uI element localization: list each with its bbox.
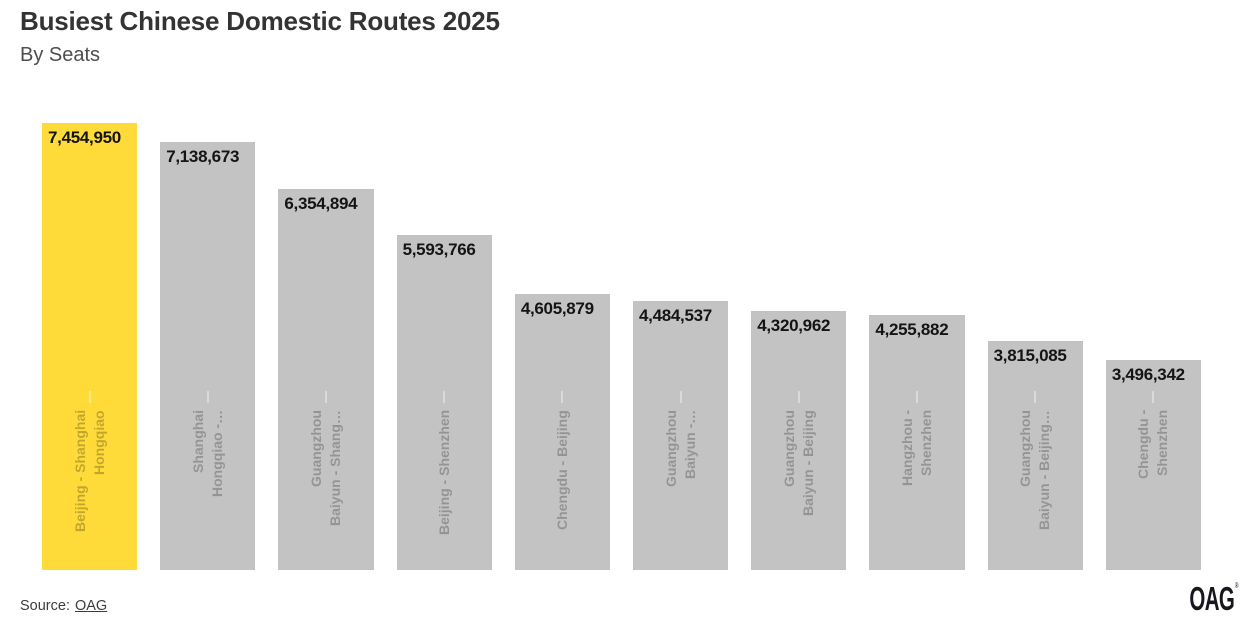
bar-7[interactable]: 4,320,962 Guangzhou Baiyun - Beijing [751, 310, 847, 570]
bar-1[interactable]: 7,454,950 Beijing - Shanghai Hongqiao [42, 123, 138, 570]
label-tick [1152, 391, 1155, 403]
bar-value-label: 5,593,766 [402, 239, 476, 259]
bar-category-label: Guangzhou Baiyun - Beijing [780, 410, 816, 516]
label-tick [443, 391, 446, 403]
bar-category-label: Shanghai Hongqiao -… [189, 410, 225, 498]
source-link[interactable]: OAG [74, 598, 108, 614]
chart-subtitle: By Seats [20, 44, 101, 66]
bar-value-label: 3,815,085 [993, 346, 1067, 366]
page-title: Busiest Chinese Domestic Routes 2025 [20, 6, 500, 36]
bar-category-label: Beijing - Shanghai Hongqiao [71, 410, 107, 533]
label-tick [797, 391, 800, 403]
bar-4[interactable]: 5,593,766 Beijing - Shenzhen [396, 234, 492, 570]
bar-value-label: 7,454,950 [48, 128, 121, 147]
bar-value-label: 4,255,882 [875, 319, 949, 339]
oag-logo: OAG ® [1189, 580, 1238, 618]
bar-value-label: 4,484,537 [639, 306, 712, 326]
label-tick [679, 391, 682, 403]
label-tick [88, 391, 91, 403]
bar-value-label: 3,496,342 [1111, 365, 1185, 385]
bar-8[interactable]: 4,255,882 Hangzhou - Shenzhen [869, 314, 965, 570]
bar-6[interactable]: 4,484,537 Guangzhou Baiyun -… [633, 301, 729, 570]
bar-9[interactable]: 3,815,085 Guangzhou Baiyun - Beijing… [987, 341, 1083, 570]
source-attribution: Source: OAG [20, 598, 107, 614]
bar-category-label: Guangzhou Baiyun -… [662, 410, 698, 487]
bar-value-label: 6,354,894 [284, 193, 358, 213]
bar-3[interactable]: 6,354,894 Guangzhou Baiyun - Shang… [278, 188, 374, 570]
oag-logo-text: OAG [1189, 580, 1234, 617]
label-tick [325, 391, 327, 403]
bar-category-label: Hangzhou - Shenzhen [899, 410, 935, 487]
bar-value-label: 4,605,879 [520, 298, 594, 318]
bar-5[interactable]: 4,605,879 Chengdu - Beijing [514, 293, 611, 570]
bar-2[interactable]: 7,138,673 Shanghai Hongqiao -… [160, 141, 256, 570]
label-tick [1034, 391, 1037, 403]
label-tick [206, 391, 209, 403]
bar-category-label: Beijing - Shenzhen [435, 410, 452, 536]
bar-10[interactable]: 3,496,342 Chengdu - Shenzhen [1105, 360, 1202, 570]
bar-category-label: Guangzhou Baiyun - Beijing… [1017, 410, 1053, 530]
bar-category-label: Chengdu - Shenzhen [1135, 410, 1171, 480]
source-prefix-label: Source: [20, 598, 70, 614]
bar-value-label: 4,320,962 [757, 315, 831, 335]
registered-trademark-icon: ® [1234, 581, 1239, 590]
bar-category-label: Guangzhou Baiyun - Shang… [308, 410, 343, 526]
label-tick [561, 391, 564, 403]
bar-value-label: 7,138,673 [166, 146, 240, 166]
label-tick [916, 391, 919, 403]
bar-category-label: Chengdu - Beijing [553, 410, 570, 530]
bar-chart: 7,454,950 Beijing - Shanghai Hongqiao 7,138… [42, 123, 1202, 570]
